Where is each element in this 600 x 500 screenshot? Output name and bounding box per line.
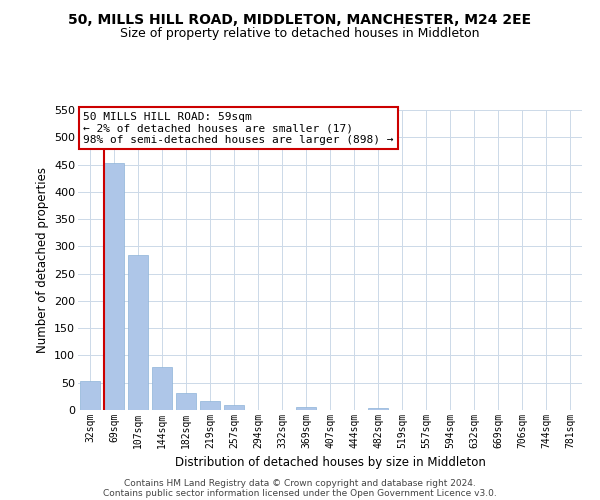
X-axis label: Distribution of detached houses by size in Middleton: Distribution of detached houses by size … (175, 456, 485, 469)
Bar (200, 400, 220, 410)
Bar (152, 368, 172, 410)
Bar (296, 408, 316, 410)
Bar (368, 408, 388, 410)
Bar (80, 381, 100, 410)
Text: Contains HM Land Registry data © Crown copyright and database right 2024.: Contains HM Land Registry data © Crown c… (124, 478, 476, 488)
Bar (128, 255, 148, 410)
Text: 50 MILLS HILL ROAD: 59sqm
← 2% of detached houses are smaller (17)
98% of semi-d: 50 MILLS HILL ROAD: 59sqm ← 2% of detach… (83, 112, 394, 144)
Text: Size of property relative to detached houses in Middleton: Size of property relative to detached ho… (120, 28, 480, 40)
Text: 50, MILLS HILL ROAD, MIDDLETON, MANCHESTER, M24 2EE: 50, MILLS HILL ROAD, MIDDLETON, MANCHEST… (68, 12, 532, 26)
Bar (224, 405, 244, 410)
Bar (104, 164, 124, 410)
Bar (176, 392, 196, 410)
Y-axis label: Number of detached properties: Number of detached properties (35, 167, 49, 353)
Text: Contains public sector information licensed under the Open Government Licence v3: Contains public sector information licen… (103, 488, 497, 498)
